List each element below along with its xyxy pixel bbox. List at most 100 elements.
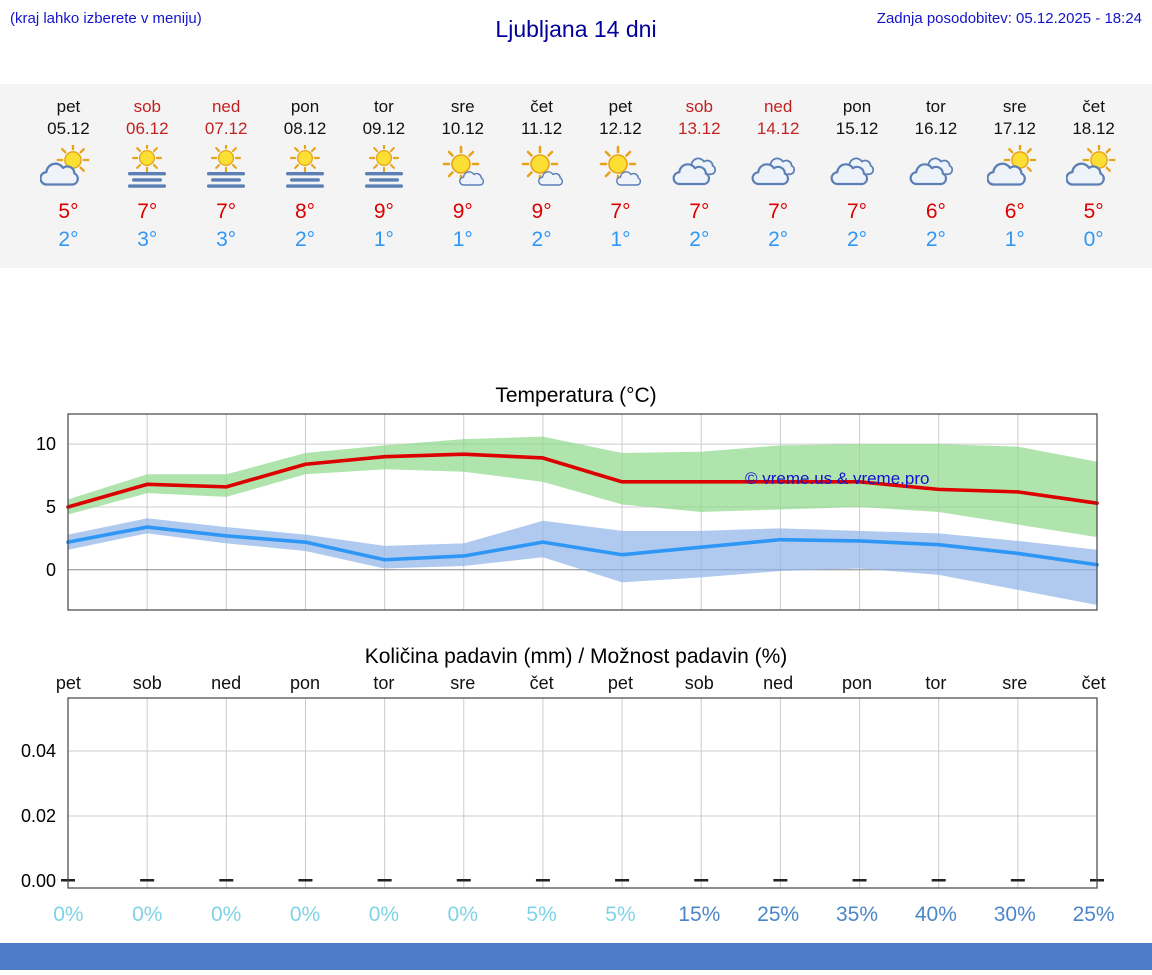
precip-bar — [219, 879, 234, 882]
forecast-day: sob 13.12 7° 2° — [660, 96, 739, 252]
low-temp: 2° — [531, 228, 552, 252]
precip-day-label: pet — [55, 673, 81, 694]
forecast-day: sre 10.12 9° 1° — [423, 96, 502, 252]
low-temp: 2° — [294, 228, 316, 252]
forecast-day: ned 07.12 7° 3° — [187, 96, 266, 252]
copyright-link[interactable]: © vreme.us & vreme.pro — [745, 469, 929, 488]
precip-day-label: pet — [607, 673, 633, 694]
low-temp: 2° — [768, 228, 789, 252]
day-name: pon — [290, 97, 320, 116]
high-temp: 7° — [216, 200, 237, 224]
precip-bar — [377, 879, 392, 882]
low-temp: 0° — [1083, 228, 1104, 252]
day-date: 14.12 — [756, 119, 800, 139]
precip-probability: 30% — [993, 903, 1036, 927]
precip-bar — [773, 879, 788, 882]
day-date: 09.12 — [362, 119, 406, 139]
sun-fog-icon — [119, 143, 175, 191]
low-temp: 3° — [137, 228, 158, 252]
low-temp: 2° — [846, 228, 868, 252]
precip-probability: 5% — [526, 903, 557, 927]
forecast-day: pon 15.12 7° 2° — [818, 96, 897, 252]
forecast-day: tor 09.12 9° 1° — [344, 96, 423, 252]
forecast-day: čet 18.12 5° 0° — [1054, 96, 1133, 252]
low-temp: 1° — [1004, 228, 1025, 252]
precip-day-label: ned — [211, 673, 242, 694]
day-name: pet — [56, 97, 81, 116]
sun-small-cloud-icon — [435, 145, 491, 191]
precip-day-label: tor — [925, 673, 947, 694]
high-temp: 9° — [373, 200, 394, 224]
day-name: pet — [608, 97, 633, 116]
precip-probability: 40% — [914, 903, 957, 927]
sun-cloud-icon — [986, 143, 1043, 191]
day-name: sob — [133, 97, 161, 116]
high-temp: 8° — [294, 200, 316, 224]
precip-bar — [140, 879, 155, 882]
precip-bar — [1010, 879, 1025, 882]
sun-cloud-icon — [39, 143, 96, 191]
high-temp: 9° — [531, 200, 552, 224]
day-date: 12.12 — [599, 119, 642, 139]
high-temp: 5° — [1083, 200, 1104, 224]
day-date: 10.12 — [441, 119, 484, 139]
precip-bar — [456, 879, 471, 882]
day-date: 15.12 — [835, 119, 879, 139]
precip-ytick: 0.04 — [21, 741, 56, 761]
low-temp: 3° — [216, 228, 237, 252]
day-date: 08.12 — [283, 119, 327, 139]
precip-probability: 25% — [757, 903, 800, 927]
day-date: 07.12 — [204, 119, 248, 139]
precip-day-label: tor — [373, 673, 395, 694]
forecast-day: pon 08.12 8° 2° — [266, 96, 345, 252]
precip-bar — [852, 879, 867, 882]
precip-day-label: pon — [842, 673, 873, 694]
forecast-day: pet 12.12 7° 1° — [581, 96, 660, 252]
day-name: čet — [1082, 97, 1105, 116]
forecast-day: sre 17.12 6° 1° — [975, 96, 1054, 252]
high-temp: 7° — [610, 200, 631, 224]
low-temp: 2° — [58, 228, 79, 252]
header: (kraj lahko izberete v meniju) Ljubljana… — [0, 0, 1152, 48]
footer-bar — [0, 943, 1152, 971]
high-temp: 9° — [452, 200, 473, 224]
forecast-day: ned 14.12 7° 2° — [739, 96, 818, 252]
sun-fog-icon — [356, 143, 412, 191]
day-date: 13.12 — [678, 119, 721, 139]
day-date: 06.12 — [126, 119, 169, 139]
precip-bar — [535, 879, 550, 882]
high-temp: 7° — [689, 200, 710, 224]
precip-day-label: pon — [289, 673, 321, 694]
day-date: 16.12 — [914, 119, 958, 139]
high-temp: 7° — [768, 200, 789, 224]
precip-day-label: sre — [1002, 673, 1028, 694]
cloudy-icon — [750, 145, 806, 191]
precip-probability: 35% — [836, 903, 879, 927]
high-temp: 6° — [925, 200, 946, 224]
day-name: tor — [925, 97, 946, 116]
sun-fog-icon — [277, 143, 333, 191]
sun-fog-icon — [198, 143, 254, 191]
precip-day-label: sob — [132, 673, 162, 694]
day-name: tor — [373, 97, 394, 116]
precip-probability: 0% — [132, 903, 163, 927]
high-temp: 5° — [58, 200, 79, 224]
day-date: 05.12 — [47, 119, 90, 139]
low-temp: 1° — [373, 228, 394, 252]
precip-probability: 0% — [447, 903, 478, 927]
sun-cloud-icon — [1064, 143, 1122, 191]
cloudy-icon — [671, 145, 727, 191]
precip-probability: 0% — [368, 903, 400, 927]
precip-day-label: sre — [450, 673, 476, 694]
precip-day-labels: pet sob ned pon tor sre čet pet sob ned pon tor sre č… — [0, 673, 1152, 694]
low-temp: 1° — [610, 228, 631, 252]
high-temp: 6° — [1004, 200, 1025, 224]
temp-ytick: 5 — [46, 497, 56, 517]
precip-bar — [615, 879, 630, 882]
precip-probability: 25% — [1072, 903, 1115, 927]
low-temp: 2° — [689, 228, 710, 252]
sun-small-cloud-icon — [514, 145, 570, 191]
low-temp: 2° — [925, 228, 946, 252]
precip-probability: 5% — [605, 903, 636, 927]
day-date: 17.12 — [993, 119, 1037, 139]
